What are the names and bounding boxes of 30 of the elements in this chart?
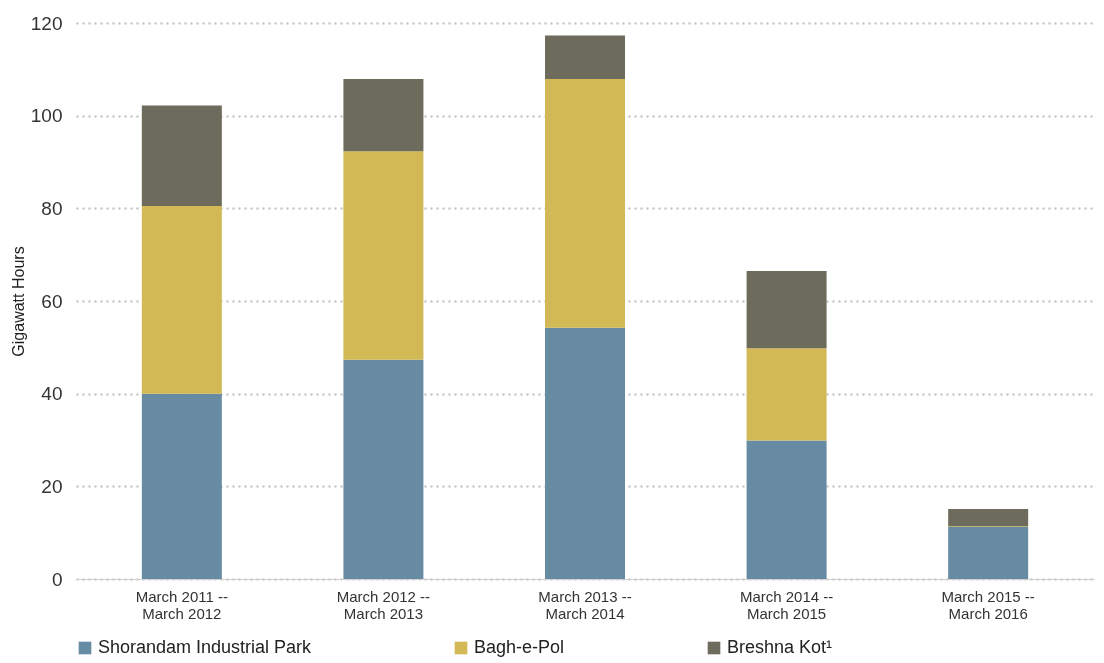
bar (141, 105, 222, 207)
bar (746, 348, 827, 441)
bar (545, 327, 625, 579)
x-tick-label: March 2015 -- March 2016 (941, 587, 1035, 622)
bar (343, 359, 424, 579)
bar (545, 79, 625, 328)
bar (141, 393, 222, 579)
x-tick-label: March 2012 -- March 2013 (336, 587, 431, 622)
y-axis-title: Gigawatt Hours (9, 246, 27, 357)
bar (746, 270, 827, 349)
y-tick-label: 120 (30, 12, 63, 34)
bar (948, 527, 1029, 579)
y-tick-label: 40 (41, 383, 63, 405)
x-tick-label: March 2011 -- March 2012 (135, 587, 228, 622)
y-tick-label: 100 (30, 105, 63, 127)
bar (545, 35, 625, 80)
x-tick-label: March 2013 -- March 2014 (538, 587, 632, 622)
bar (141, 206, 222, 394)
y-tick-label: 0 (51, 568, 63, 590)
bar (343, 79, 424, 152)
y-tick-label: 20 (41, 475, 63, 497)
y-tick-label: 60 (41, 290, 63, 312)
x-tick-label: March 2014 -- March 2015 (739, 587, 834, 622)
legend-label: Bagh-e-Pol (474, 637, 565, 657)
bar (746, 440, 827, 579)
legend-label: Breshna Kot¹ (727, 637, 833, 657)
bar (948, 509, 1029, 527)
legend-label: Shorandam Industrial Park (98, 637, 313, 657)
y-tick-label: 80 (41, 197, 63, 219)
bar (343, 151, 424, 360)
